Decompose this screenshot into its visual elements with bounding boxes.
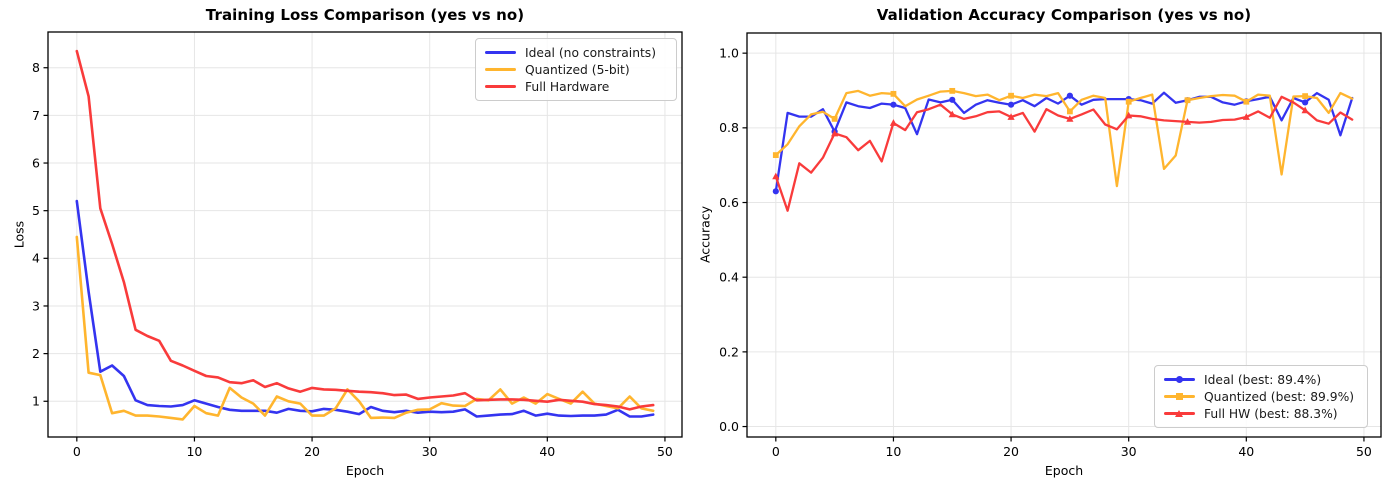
right-chart-title: Validation Accuracy Comparison (yes vs n… [876, 6, 1252, 24]
series-line-ideal [774, 91, 1354, 193]
y-tick-label: 0.6 [719, 195, 739, 210]
x-tick-label: 30 [1121, 444, 1137, 459]
legend-item: Full HW (best: 88.3%) [1164, 405, 1358, 422]
legend-item: Ideal (best: 89.4%) [1164, 371, 1358, 388]
legend-line-swatch-quantized [485, 67, 516, 72]
x-tick-label: 0 [772, 444, 780, 459]
legend-item: Full Hardware [485, 78, 667, 95]
x-tick-label: 40 [539, 444, 555, 459]
y-tick-label: 0.8 [719, 120, 739, 135]
legend-line-swatch-quantized [1164, 393, 1195, 400]
y-tick-label: 0.0 [719, 419, 739, 434]
legend-label: Ideal (best: 89.4%) [1204, 372, 1322, 387]
triangle-marker-icon [1175, 409, 1183, 417]
right-xaxis-label: Epoch [1044, 463, 1084, 478]
y-tick-label: 0.4 [719, 270, 739, 285]
legend-label: Full Hardware [525, 79, 610, 94]
left-chart-title: Training Loss Comparison (yes vs no) [205, 6, 525, 24]
legend-line-swatch-ideal [1164, 375, 1195, 383]
axis-ticks: 0 10 20 30 40 50 1 2 3 4 5 6 7 8 [32, 60, 673, 459]
axes-spines [47, 31, 683, 438]
y-tick-label: 4 [32, 251, 40, 266]
legend-item: Ideal (no constraints) [485, 44, 667, 61]
x-tick-label: 40 [1238, 444, 1254, 459]
x-tick-label: 50 [657, 444, 673, 459]
left-xaxis-label: Epoch [345, 463, 385, 478]
legend-line-swatch-ideal [485, 50, 516, 55]
axis-ticks: 0 10 20 30 40 50 0.0 0.2 0.4 0.6 0.8 1.0 [719, 46, 1372, 459]
series-markers-quantized [772, 87, 1309, 158]
y-tick-label: 3 [32, 298, 40, 313]
series-line-ideal [75, 199, 655, 418]
y-tick-label: 5 [32, 203, 40, 218]
y-tick-label: 2 [32, 346, 40, 361]
series-line-quantized [774, 89, 1354, 188]
x-tick-label: 0 [73, 444, 81, 459]
x-tick-label: 50 [1356, 444, 1372, 459]
right-chart-legend: Ideal (best: 89.4%) Quantized (best: 89.9… [1154, 365, 1368, 428]
y-tick-label: 7 [32, 108, 40, 123]
y-tick-label: 1 [32, 394, 40, 409]
x-tick-label: 10 [885, 444, 901, 459]
left-chart-legend: Ideal (no constraints) Quantized (5-bit) F… [475, 38, 677, 101]
y-tick-label: 6 [32, 155, 40, 170]
right-yaxis-label: Accuracy [697, 205, 713, 264]
y-tick-label: 1.0 [719, 46, 739, 61]
legend-item: Quantized (5-bit) [485, 61, 667, 78]
legend-line-swatch-full_hw [1164, 409, 1195, 417]
legend-label: Full HW (best: 88.3%) [1204, 406, 1338, 421]
series-line-full_hw [774, 95, 1354, 212]
x-tick-label: 20 [304, 444, 320, 459]
series-line-full_hw [75, 49, 655, 411]
x-tick-label: 30 [422, 444, 438, 459]
series-markers-full_hw [772, 106, 1309, 180]
circle-marker-icon [1176, 375, 1183, 383]
legend-label: Quantized (5-bit) [525, 62, 630, 77]
legend-item: Quantized (best: 89.9%) [1164, 388, 1358, 405]
axes-spines [746, 32, 1382, 438]
y-tick-label: 8 [32, 60, 40, 75]
x-tick-label: 10 [186, 444, 202, 459]
legend-label: Quantized (best: 89.9%) [1204, 389, 1355, 404]
x-tick-label: 20 [1003, 444, 1019, 459]
square-marker-icon [1176, 393, 1183, 400]
y-tick-label: 0.2 [719, 344, 739, 359]
series-line-quantized [75, 235, 655, 421]
left-yaxis-label: Loss [11, 220, 27, 249]
legend-label: Ideal (no constraints) [525, 45, 657, 60]
legend-line-swatch-full_hw [485, 84, 516, 89]
